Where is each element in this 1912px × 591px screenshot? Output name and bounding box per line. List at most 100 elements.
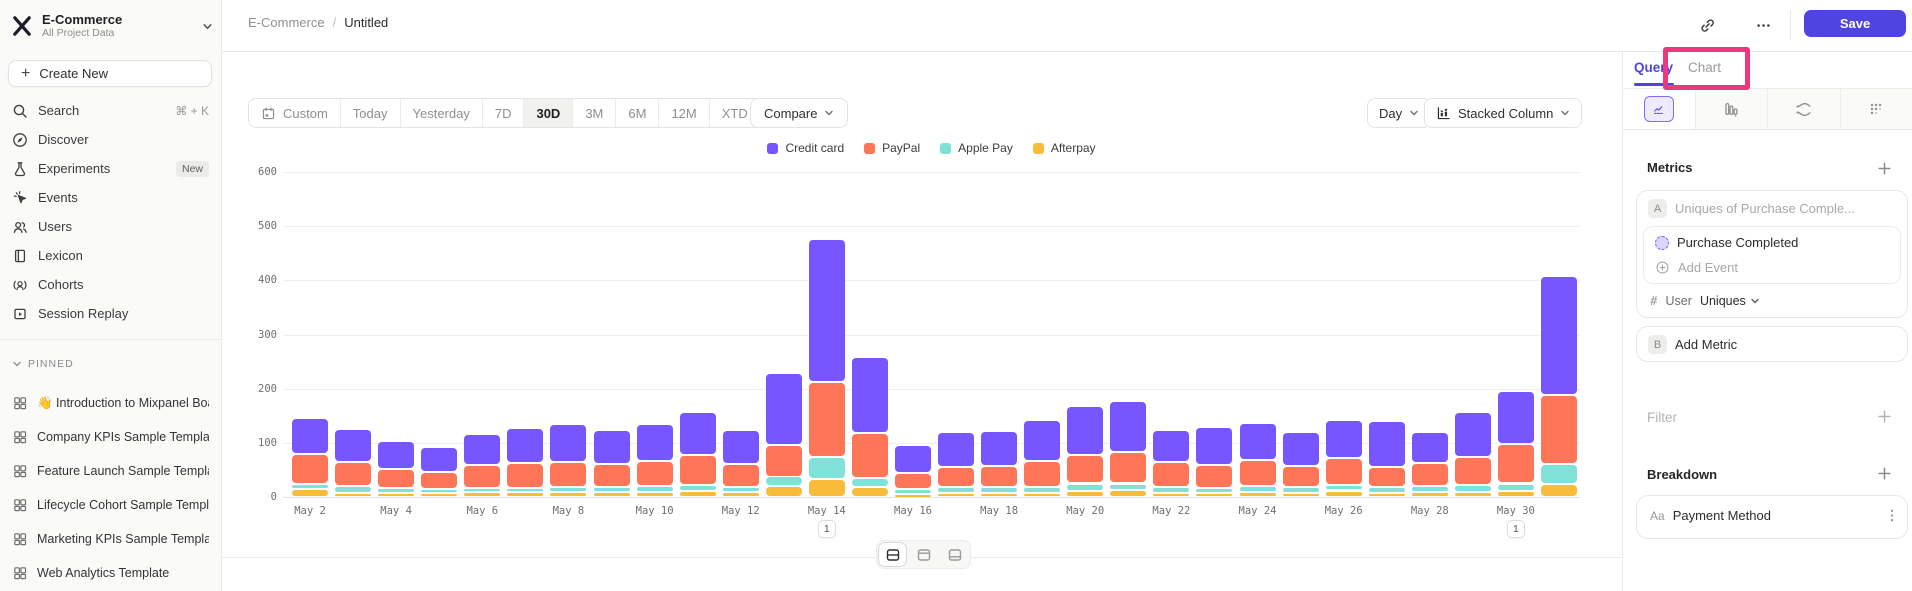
bar-segment-paypal[interactable]	[895, 474, 931, 489]
bar-segment-credit-card[interactable]	[636, 425, 673, 461]
bar-segment-afterpay[interactable]	[1024, 493, 1061, 496]
bar-segment-paypal[interactable]	[1239, 461, 1276, 485]
breadcrumb-report-title[interactable]: Untitled	[344, 15, 389, 30]
metric-b-card[interactable]: B Add Metric	[1636, 326, 1908, 362]
bar-segment-apple-pay[interactable]	[1368, 488, 1405, 492]
date-range-yesterday[interactable]: Yesterday	[400, 99, 483, 127]
bar-segment-afterpay[interactable]	[808, 479, 845, 496]
sidebar-item-session-replay[interactable]: Session Replay	[0, 299, 221, 328]
bar-segment-credit-card[interactable]	[464, 434, 501, 464]
event-row[interactable]: Purchase Completed	[1644, 227, 1900, 258]
bar-segment-credit-card[interactable]	[335, 430, 372, 461]
bar-segment-afterpay[interactable]	[851, 488, 888, 497]
compare-button[interactable]: Compare	[750, 98, 849, 128]
bar-segment-afterpay[interactable]	[1153, 493, 1190, 496]
bar-segment-apple-pay[interactable]	[679, 486, 716, 491]
bar-segment-credit-card[interactable]	[679, 413, 716, 455]
bar-segment-apple-pay[interactable]	[1153, 487, 1190, 492]
bar-segment-credit-card[interactable]	[808, 240, 845, 381]
bar-segment-afterpay[interactable]	[421, 494, 458, 497]
bar-segment-apple-pay[interactable]	[378, 489, 415, 492]
bar-segment-credit-card[interactable]	[1110, 401, 1147, 452]
bar-segment-paypal[interactable]	[1454, 457, 1491, 485]
bar-segment-credit-card[interactable]	[938, 433, 974, 466]
layout-table-only-button[interactable]	[940, 542, 969, 567]
bar-segment-apple-pay[interactable]	[1067, 484, 1104, 491]
bar-segment-paypal[interactable]	[636, 462, 673, 486]
bar-segment-afterpay[interactable]	[1067, 492, 1104, 496]
bar-segment-afterpay[interactable]	[292, 489, 328, 496]
bar-segment-credit-card[interactable]	[1153, 430, 1190, 462]
bar-segment-paypal[interactable]	[292, 455, 328, 483]
date-range-custom[interactable]: Custom	[249, 99, 341, 127]
bar-segment-afterpay[interactable]	[1110, 491, 1147, 496]
bar-segment-apple-pay[interactable]	[722, 488, 759, 492]
bar-segment-afterpay[interactable]	[1325, 491, 1362, 496]
bar-segment-afterpay[interactable]	[507, 493, 544, 496]
bar-segment-credit-card[interactable]	[1368, 421, 1405, 466]
bar-segment-paypal[interactable]	[1196, 466, 1233, 487]
bar-segment-apple-pay[interactable]	[981, 488, 1018, 492]
bar-segment-credit-card[interactable]	[507, 429, 544, 463]
sidebar-item-experiments[interactable]: Experiments New	[0, 154, 221, 183]
bar-segment-afterpay[interactable]	[1411, 493, 1448, 496]
sidebar-item-users[interactable]: Users	[0, 212, 221, 241]
bar-segment-apple-pay[interactable]	[851, 479, 888, 487]
bar-segment-afterpay[interactable]	[464, 493, 501, 496]
bar-segment-paypal[interactable]	[550, 463, 587, 487]
bar-segment-paypal[interactable]	[808, 382, 845, 456]
legend-item-credit-card[interactable]: Credit card	[767, 141, 844, 155]
pinned-board-introduction-to-mixpanel-boards[interactable]: 👋 Introduction to Mixpanel Boards	[0, 386, 221, 420]
bar-segment-paypal[interactable]	[981, 467, 1018, 487]
more-options-icon[interactable]	[1750, 12, 1776, 38]
pinned-section-header[interactable]: PINNED	[12, 358, 74, 370]
granularity-dropdown[interactable]: Day	[1367, 98, 1432, 128]
bar-segment-apple-pay[interactable]	[1497, 484, 1534, 490]
sidebar-item-search[interactable]: Search ⌘ + K	[0, 96, 221, 125]
bar-segment-apple-pay[interactable]	[335, 487, 372, 492]
bar-segment-apple-pay[interactable]	[1110, 484, 1147, 489]
bar-segment-paypal[interactable]	[1067, 455, 1104, 483]
bar-segment-afterpay[interactable]	[550, 493, 587, 496]
aggregation-function[interactable]: Uniques	[1700, 294, 1760, 308]
layout-chart-only-button[interactable]	[909, 542, 938, 567]
bar-segment-apple-pay[interactable]	[1411, 487, 1448, 492]
sidebar-item-lexicon[interactable]: Lexicon	[0, 241, 221, 270]
bar-segment-apple-pay[interactable]	[938, 488, 974, 492]
report-tab-retention[interactable]	[1840, 89, 1912, 129]
legend-item-afterpay[interactable]: Afterpay	[1032, 141, 1096, 155]
bar-segment-afterpay[interactable]	[1454, 493, 1491, 496]
save-button[interactable]: Save	[1804, 10, 1906, 37]
bar-segment-apple-pay[interactable]	[1196, 488, 1233, 493]
bar-segment-apple-pay[interactable]	[1239, 486, 1276, 492]
breadcrumb-project[interactable]: E-Commerce	[248, 15, 325, 30]
bar-segment-paypal[interactable]	[765, 445, 802, 476]
annotation-marker[interactable]: 1	[817, 520, 836, 538]
report-tab-funnels[interactable]	[1695, 89, 1768, 129]
bar-segment-paypal[interactable]	[1541, 396, 1577, 463]
date-range-7d[interactable]: 7D	[482, 99, 525, 127]
add-filter-plus-icon[interactable]	[1876, 408, 1894, 426]
bar-segment-credit-card[interactable]	[722, 431, 759, 463]
bar-segment-credit-card[interactable]	[593, 431, 630, 463]
bar-segment-afterpay[interactable]	[765, 487, 802, 496]
tab-chart[interactable]: Chart	[1688, 60, 1722, 75]
sidebar-item-events[interactable]: Events	[0, 183, 221, 212]
bar-segment-paypal[interactable]	[421, 472, 458, 488]
bar-segment-credit-card[interactable]	[895, 446, 931, 473]
bar-segment-paypal[interactable]	[1411, 464, 1448, 486]
bar-segment-apple-pay[interactable]	[895, 490, 931, 493]
bar-segment-afterpay[interactable]	[1368, 493, 1405, 496]
bar-segment-paypal[interactable]	[335, 462, 372, 486]
kebab-menu-icon[interactable]	[1890, 508, 1894, 523]
date-range-12m[interactable]: 12M	[659, 99, 710, 127]
bar-segment-apple-pay[interactable]	[636, 487, 673, 492]
date-range-3m[interactable]: 3M	[573, 99, 617, 127]
bar-segment-paypal[interactable]	[1024, 461, 1061, 486]
add-metric-plus-icon[interactable]	[1876, 160, 1894, 178]
bar-segment-apple-pay[interactable]	[1024, 487, 1061, 492]
bar-segment-paypal[interactable]	[938, 467, 974, 487]
bar-segment-apple-pay[interactable]	[550, 488, 587, 492]
annotation-marker[interactable]: 1	[1506, 520, 1525, 538]
bar-segment-credit-card[interactable]	[1239, 424, 1276, 460]
